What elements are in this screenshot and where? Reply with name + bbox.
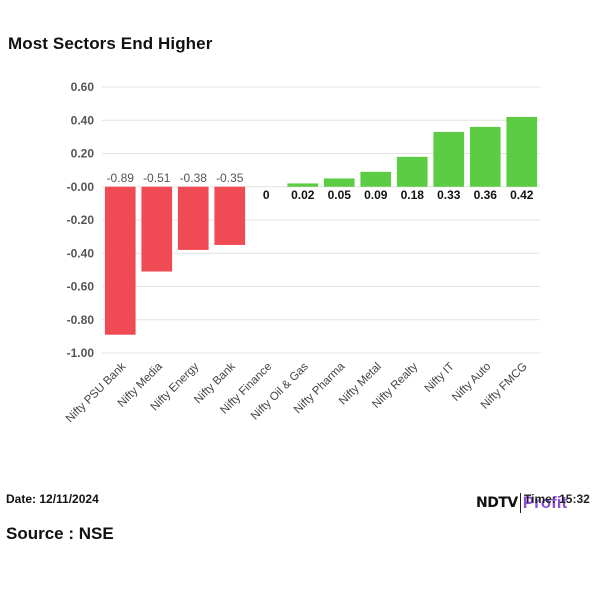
y-tick-label: -0.60	[67, 280, 95, 294]
data-label: 0.09	[364, 188, 388, 202]
y-tick-label: 0.40	[71, 113, 95, 127]
bar-nifty-realty	[396, 156, 428, 187]
data-label: -0.89	[107, 171, 135, 185]
data-label: 0.02	[291, 188, 315, 202]
data-label: -0.35	[216, 171, 244, 185]
logo-divider	[519, 493, 521, 513]
data-label: -0.51	[143, 171, 171, 185]
data-label: -0.38	[180, 171, 208, 185]
y-tick-label: 0.60	[71, 80, 95, 94]
ndtv-profit-logo: NDTV Profit	[476, 490, 567, 516]
bar-nifty-auto	[469, 126, 501, 187]
source-label: Source : NSE	[6, 524, 114, 543]
bar-chart: 0.60 0.40 0.20 -0.00 -0.20 -0.40 -0.60 -0.80 -1.…	[64, 80, 540, 425]
data-label: 0.36	[474, 188, 498, 202]
bar-nifty-bank	[214, 186, 246, 245]
data-label: 0.05	[328, 188, 352, 202]
date-label: Date: 12/11/2024	[6, 492, 99, 506]
x-tick-label: Nifty PSU Bank	[64, 360, 129, 425]
bar-nifty-metal	[360, 171, 392, 187]
y-tick-label: -0.80	[67, 313, 95, 327]
x-tick-label: Nifty IT	[423, 361, 457, 395]
time-label: Time: 15:32	[524, 492, 590, 506]
logo-ndtv-text: NDTV	[476, 495, 518, 511]
y-tick-label: 0.20	[71, 147, 95, 161]
bar-nifty-it	[433, 131, 465, 187]
bars	[104, 116, 538, 335]
data-labels: -0.89 -0.51 -0.38 -0.35 0 0.02 0.05 0.09 0.18 0.3…	[107, 171, 534, 202]
data-label: 0.33	[437, 188, 461, 202]
data-label: 0	[263, 188, 270, 202]
grid-lines	[102, 86, 540, 354]
y-tick-label: -0.40	[67, 246, 95, 260]
data-label: 0.18	[401, 188, 425, 202]
y-tick-label: -0.20	[67, 213, 95, 227]
bar-nifty-media	[141, 186, 173, 272]
data-label: 0.42	[510, 188, 534, 202]
y-axis-ticks: 0.60 0.40 0.20 -0.00 -0.20 -0.40 -0.60 -0.80 -1.…	[67, 80, 95, 360]
logo-profit-text: Profit	[522, 493, 568, 512]
bar-nifty-psu-bank	[104, 186, 136, 335]
bar-nifty-oil-gas	[287, 183, 319, 187]
bar-nifty-pharma	[323, 178, 355, 187]
bar-nifty-energy	[177, 186, 209, 250]
bar-nifty-fmcg	[506, 116, 538, 187]
y-tick-label: -0.00	[67, 180, 95, 194]
chart-title: Most Sectors End Higher	[8, 34, 213, 53]
y-tick-label: -1.00	[67, 346, 95, 360]
